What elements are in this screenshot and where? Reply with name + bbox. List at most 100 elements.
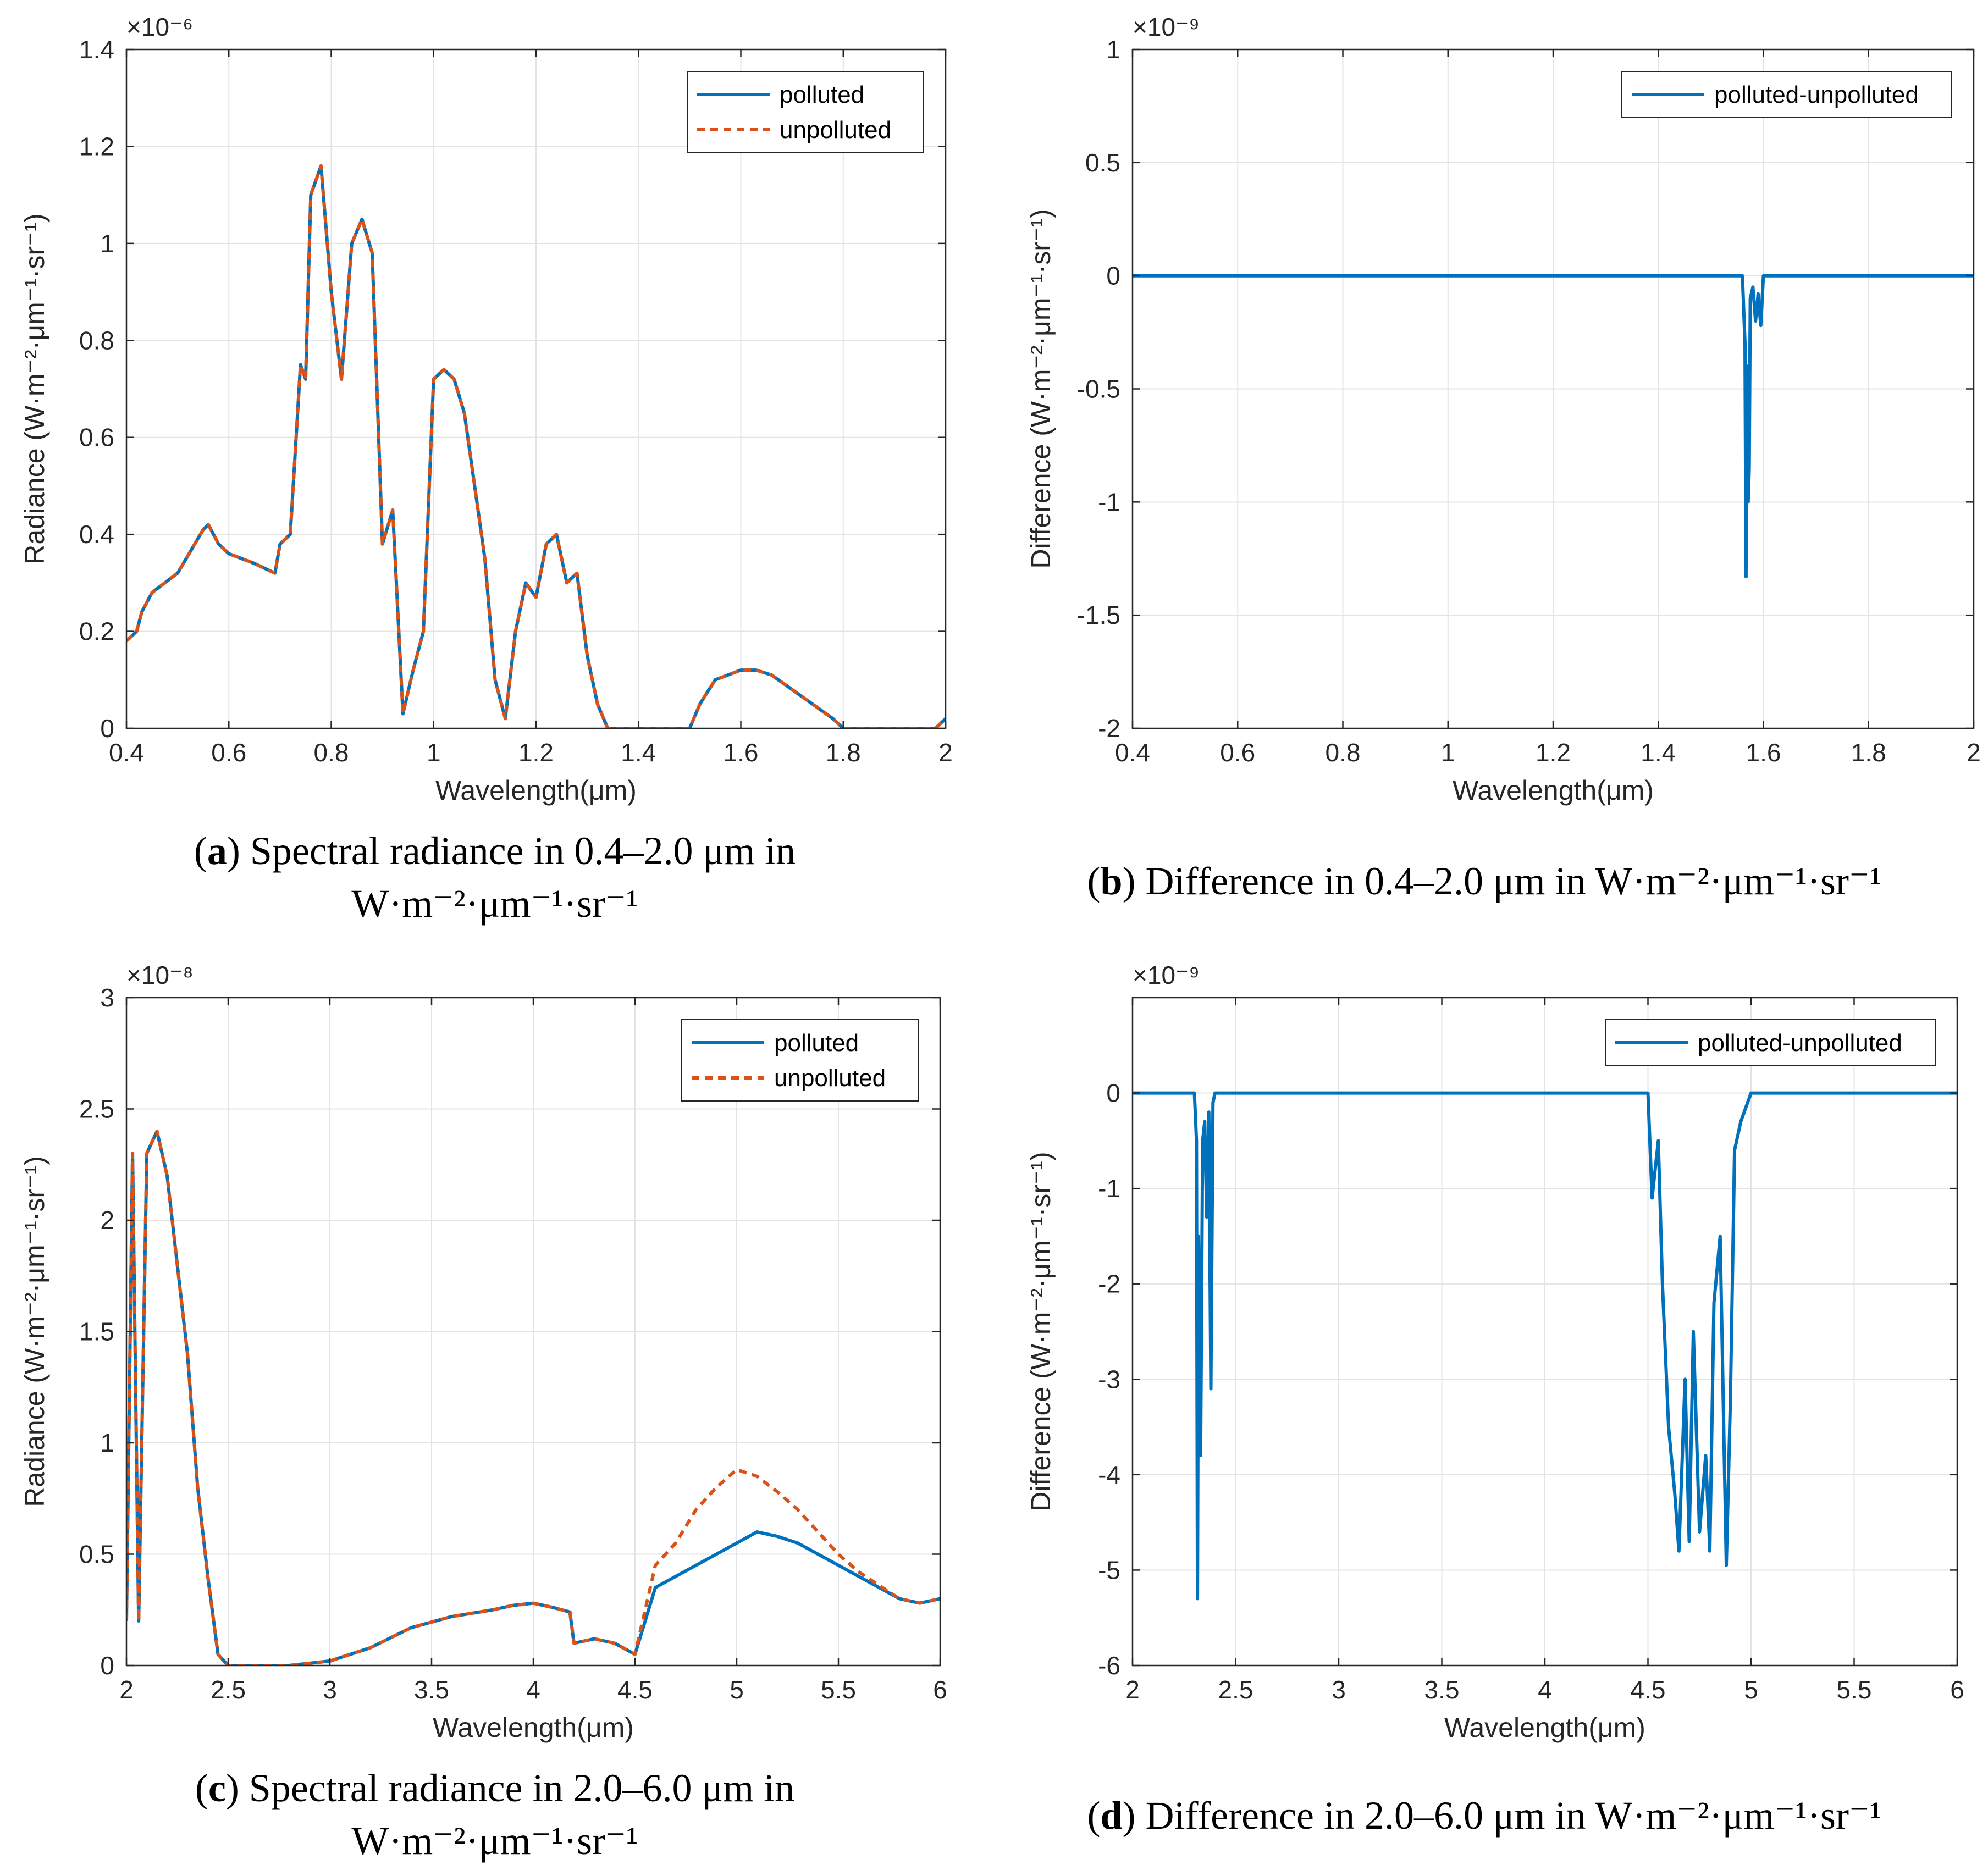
legend-label-polluted-unpolluted: polluted-unpolluted [1698,1030,1902,1056]
legend-label-unpolluted: unpolluted [774,1065,886,1092]
y-axis-label: Radiance (W·m⁻²·μm⁻¹·sr⁻¹) [19,213,50,564]
caption-c-letter: c [208,1766,226,1810]
x-axis-label: Wavelength(μm) [435,775,637,806]
panel-b-difference-0.4-2.0: 0.4 0.6 0.8 1 1.2 1.4 1.6 1.8 2 -2 -1.5 -1 -0.5 0 0.5 1… [1025,13,1981,806]
legend-label-polluted: polluted [774,1030,859,1056]
x-tick-label: 6 [1950,1675,1964,1704]
legend: polluted-unpolluted [1605,1019,1936,1066]
x-tick-label: 2 [1967,738,1981,767]
y-tick-label: 1.2 [79,132,114,161]
x-tick-label: 1.8 [1851,738,1886,767]
x-tick-label: 0.6 [1220,738,1255,767]
y-tick-label: 0.5 [79,1540,114,1569]
x-tick-label: 2.5 [1218,1675,1253,1704]
x-tick-label: 1.6 [724,738,759,767]
caption-d-letter: d [1100,1794,1123,1838]
y-tick-label: 1 [100,229,114,258]
x-tick-label: 5 [1744,1675,1758,1704]
y-tick-label: -2 [1098,1270,1120,1298]
legend-label-polluted: polluted [780,81,864,108]
panel-c-radiance-2.0-6.0: 2 2.5 3 3.5 4 4.5 5 5.5 6 0 0.5 1 1.5 2 2.5 3 ×10⁻⁸ Wavel… [19,961,947,1743]
caption-b-letter: b [1100,859,1123,903]
x-tick-label: 4 [526,1675,540,1704]
x-tick-label: 0.4 [109,738,144,767]
x-tick-label: 2 [1125,1675,1140,1704]
y-tick-label: 2.5 [79,1095,114,1124]
caption-c-text: Spectral radiance in 2.0–6.0 μm in [248,1766,795,1810]
y-tick-label: 0.2 [79,617,114,646]
y-tick-label: 0.6 [79,423,114,452]
caption-a: (a) Spectral radiance in 0.4–2.0 μm in W… [194,829,796,926]
y-tick-label: 0.8 [79,326,114,355]
y-tick-label: 1 [100,1429,114,1457]
y-tick-label: -6 [1098,1651,1120,1680]
caption-d: (d) Difference in 2.0–6.0 μm in W·m⁻²·μm… [1087,1794,1882,1838]
axis-exponent: ×10⁻⁹ [1133,961,1200,989]
y-tick-label: 1.4 [79,35,114,64]
x-tick-label: 1.4 [621,738,656,767]
x-tick-label: 1.8 [826,738,861,767]
y-tick-label: -0.5 [1077,375,1120,403]
y-tick-label: -1 [1098,488,1120,516]
legend-label-unpolluted: unpolluted [780,117,891,143]
x-tick-label: 3 [323,1675,337,1704]
x-tick-label: 4.5 [617,1675,653,1704]
x-tick-label: 4 [1538,1675,1552,1704]
caption-d-text: Difference in 2.0–6.0 μm in W·m⁻²·μm⁻¹·s… [1145,1794,1882,1838]
panel-a-radiance-0.4-2.0: 0.4 0.6 0.8 1 1.2 1.4 1.6 1.8 2 0 0.2 0.4 0.6 0.8 1 1.2… [19,13,953,806]
y-axis-label: Radiance (W·m⁻²·μm⁻¹·sr⁻¹) [19,1156,50,1507]
panel-d-difference-2.0-6.0: 2 2.5 3 3.5 4 4.5 5 5.5 6 -6 -5 -4 -3 -2 -1 0 ×10⁻⁹ Wavel… [1025,961,1964,1743]
axis-exponent: ×10⁻⁹ [1133,13,1200,41]
x-tick-label: 1 [427,738,441,767]
y-tick-label: 0 [100,1651,114,1680]
y-axis-label: Difference (W·m⁻²·μm⁻¹·sr⁻¹) [1025,1152,1056,1511]
x-tick-label: 1.6 [1746,738,1781,767]
y-tick-label: 3 [100,983,114,1012]
x-tick-label: 2 [938,738,953,767]
legend-box [687,71,924,153]
y-tick-label: 0.5 [1085,148,1120,177]
series-line-polluted-unpolluted [1133,1091,1957,1601]
y-tick-label: 0.4 [79,520,114,549]
x-tick-label: 1.4 [1641,738,1676,767]
y-tick-label: -1.5 [1077,601,1120,629]
legend-label-polluted-unpolluted: polluted-unpolluted [1714,81,1919,108]
caption-a-text: Spectral radiance in 0.4–2.0 μm in [250,829,796,873]
legend-box [681,1019,919,1102]
x-tick-label: 4.5 [1631,1675,1666,1704]
x-tick-label: 3 [1332,1675,1346,1704]
caption-b-text: Difference in 0.4–2.0 μm in W·m⁻²·μm⁻¹·s… [1145,859,1882,903]
x-tick-label: 5 [730,1675,744,1704]
y-tick-label: -1 [1098,1174,1120,1203]
y-tick-label: -2 [1098,714,1120,743]
x-tick-label: 1.2 [1536,738,1571,767]
x-axis-label: Wavelength(μm) [433,1712,634,1743]
x-tick-label: 1 [1441,738,1455,767]
legend: polluted unpolluted [681,1019,919,1102]
y-tick-label: -4 [1098,1460,1120,1489]
y-axis-label: Difference (W·m⁻²·μm⁻¹·sr⁻¹) [1025,209,1056,568]
y-tick-label: 0 [1106,262,1120,290]
caption-a-letter: a [207,829,227,873]
x-axis-label: Wavelength(μm) [1444,1712,1645,1743]
series-line-unpolluted [126,1130,940,1665]
x-tick-label: 3.5 [414,1675,449,1704]
y-tick-label: 2 [100,1206,114,1235]
x-tick-label: 0.4 [1115,738,1150,767]
y-tick-label: -5 [1098,1556,1120,1584]
series-line-polluted-unpolluted [1133,274,1974,579]
y-tick-label: 1.5 [79,1318,114,1346]
caption-c: (c) Spectral radiance in 2.0–6.0 μm in W… [195,1766,795,1863]
caption-b: (b) Difference in 0.4–2.0 μm in W·m⁻²·μm… [1087,859,1882,903]
caption-c-units: W·m⁻²·μm⁻¹·sr⁻¹ [351,1819,638,1863]
axis-exponent: ×10⁻⁸ [126,961,194,989]
x-tick-label: 0.6 [211,738,246,767]
x-tick-label: 5.5 [1837,1675,1872,1704]
caption-a-units: W·m⁻²·μm⁻¹·sr⁻¹ [351,882,638,926]
y-tick-label: 0 [100,714,114,743]
x-tick-label: 1.2 [518,738,554,767]
x-tick-label: 0.8 [314,738,349,767]
x-tick-label: 2.5 [211,1675,246,1704]
axis-exponent: ×10⁻⁶ [126,13,193,41]
